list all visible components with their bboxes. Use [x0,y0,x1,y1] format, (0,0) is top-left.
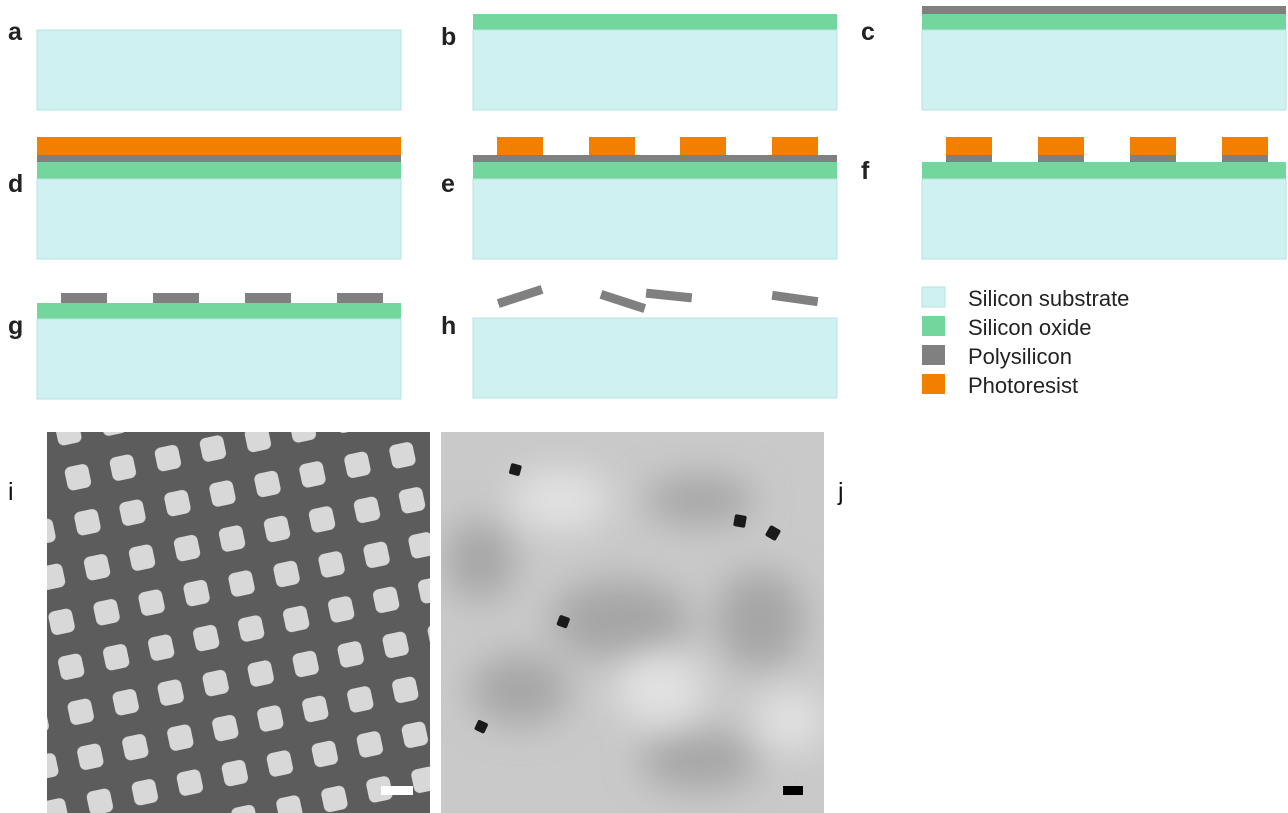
panel-label: d [8,170,23,198]
panel-j: j [441,432,844,813]
panel-label: i [8,478,14,506]
oxide [37,162,401,179]
photoresist [680,137,726,155]
polysilicon [153,293,199,303]
substrate [922,179,1286,259]
micrograph [441,432,825,813]
polysilicon [922,6,1286,14]
substrate [473,30,837,110]
panel-label: e [441,170,455,198]
oxide [922,162,1286,179]
panel-label: b [441,23,456,51]
photoresist [589,137,635,155]
panel-label: j [837,478,844,506]
photoresist [497,137,543,155]
panel-label: f [861,157,870,185]
substrate [37,30,401,110]
photoresist [1038,137,1084,155]
photoresist [1222,137,1268,155]
panel-e: e [441,137,837,259]
panel-f: f [861,137,1286,259]
legend-label: Polysilicon [968,344,1072,369]
substrate [473,179,837,259]
substrate [37,179,401,259]
oxide [37,303,401,319]
panel-a: a [8,18,401,110]
sem-image [47,432,430,813]
substrate [473,318,837,398]
polysilicon [1038,155,1084,162]
panel-d: d [8,137,401,259]
legend: Silicon substrate Silicon oxide Polysili… [922,286,1129,398]
substrate [922,30,1286,110]
panel-h: h [441,285,837,398]
figure: a b c d e f g h Silicon substrate Sili [0,0,1288,813]
polysilicon [473,155,837,162]
photoresist [1130,137,1176,155]
legend-label: Silicon oxide [968,315,1092,340]
panel-b: b [441,14,837,110]
panel-g: g [8,293,401,399]
scale-bar [381,786,413,795]
oxide [473,14,837,30]
polysilicon [946,155,992,162]
polysilicon [497,285,544,308]
polysilicon [337,293,383,303]
legend-swatch [922,287,945,307]
panel-label: c [861,18,875,46]
legend-swatch [922,374,945,394]
legend-label: Photoresist [968,373,1078,398]
oxide [473,162,837,179]
legend-label: Silicon substrate [968,286,1129,311]
panel-label: a [8,18,23,46]
legend-swatch [922,345,945,365]
polysilicon [245,293,291,303]
polysilicon [61,293,107,303]
panel-label: g [8,312,23,340]
panel-i: i [8,432,430,813]
polysilicon [1222,155,1268,162]
photoresist [37,137,401,155]
panel-c: c [861,6,1286,110]
substrate [37,319,401,399]
legend-swatch [922,316,945,336]
polysilicon [37,155,401,162]
scale-bar [783,786,803,795]
polysilicon [772,291,819,306]
oxide [922,14,1286,30]
polysilicon [1130,155,1176,162]
polysilicon [646,289,693,303]
photoresist [772,137,818,155]
polysilicon [600,290,647,313]
panel-label: h [441,312,456,340]
photoresist [946,137,992,155]
